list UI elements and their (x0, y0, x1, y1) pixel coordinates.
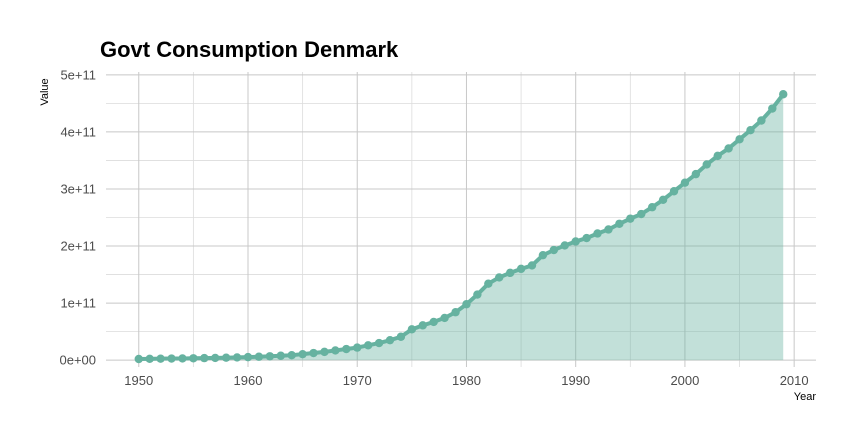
data-point (604, 225, 613, 234)
data-point (200, 353, 209, 363)
data-point (363, 341, 373, 350)
data-point (735, 135, 744, 144)
data-point (451, 308, 460, 317)
x-tick-label: 1960 (234, 373, 263, 388)
data-point (473, 290, 482, 299)
data-point (724, 144, 733, 153)
data-point (440, 313, 449, 323)
y-tick-label: 4e+11 (60, 124, 96, 139)
data-point (211, 353, 220, 363)
x-tick-label: 1950 (124, 373, 153, 388)
data-point (276, 351, 285, 360)
grid (106, 72, 816, 367)
data-point (156, 354, 165, 363)
data-point (331, 346, 340, 355)
data-point (189, 354, 198, 363)
data-point (713, 151, 722, 161)
data-point (757, 116, 766, 125)
data-point (669, 187, 679, 196)
data-point (560, 241, 569, 250)
data-point (658, 195, 668, 205)
x-axis-ticks: 1950 1960 1970 1980 1990 2000 2010 (124, 373, 808, 388)
data-point (779, 90, 788, 99)
data-point (549, 245, 559, 255)
data-point (145, 354, 154, 364)
points-layer (134, 90, 788, 364)
data-point (647, 203, 657, 212)
y-tick-label: 0e+00 (59, 353, 96, 368)
y-tick-label: 3e+11 (60, 181, 96, 196)
data-point (768, 104, 777, 113)
data-point (505, 268, 515, 278)
data-point (702, 160, 711, 169)
data-point (287, 350, 296, 360)
y-tick-label: 2e+11 (60, 239, 96, 254)
data-point (418, 321, 427, 330)
area-layer (138, 94, 784, 361)
data-point (243, 352, 253, 362)
data-point (637, 209, 646, 219)
data-point (516, 264, 526, 274)
data-point (462, 300, 471, 309)
data-point (429, 317, 438, 327)
data-point (385, 335, 395, 345)
x-tick-label: 2000 (670, 373, 699, 388)
data-point (746, 126, 755, 135)
x-tick-label: 1990 (561, 373, 590, 388)
data-point (527, 261, 537, 270)
data-point (298, 349, 307, 359)
data-point (495, 273, 504, 282)
x-tick-label: 2010 (780, 373, 809, 388)
data-point (615, 219, 624, 228)
data-point (593, 229, 602, 238)
x-tick-label: 1980 (452, 373, 481, 388)
data-point (309, 348, 318, 358)
data-point (178, 354, 187, 363)
data-point (167, 354, 176, 363)
data-point (342, 344, 351, 354)
data-point (265, 352, 275, 361)
data-point (680, 178, 690, 187)
data-point (134, 354, 143, 364)
x-axis-label: Year (794, 391, 817, 403)
y-axis-label: Value (39, 78, 51, 105)
chart-title: Govt Consumption Denmark (100, 37, 399, 62)
y-tick-label: 5e+11 (60, 67, 96, 82)
x-tick-label: 1970 (343, 373, 372, 388)
data-point (691, 169, 701, 179)
data-point (374, 338, 384, 348)
y-axis-ticks: 0e+00 1e+11 2e+11 3e+11 4e+11 5e+11 (59, 67, 96, 367)
data-point (320, 347, 329, 357)
data-point (353, 343, 362, 352)
data-point (221, 353, 231, 362)
data-point (254, 352, 264, 361)
y-tick-label: 1e+11 (60, 296, 96, 311)
data-point (538, 250, 548, 260)
data-point (626, 214, 635, 223)
data-point (571, 237, 580, 246)
data-point (582, 233, 591, 243)
data-point (407, 325, 417, 334)
data-point (484, 279, 493, 288)
area-fill (138, 94, 784, 361)
data-point (232, 353, 242, 362)
data-point (396, 332, 406, 341)
